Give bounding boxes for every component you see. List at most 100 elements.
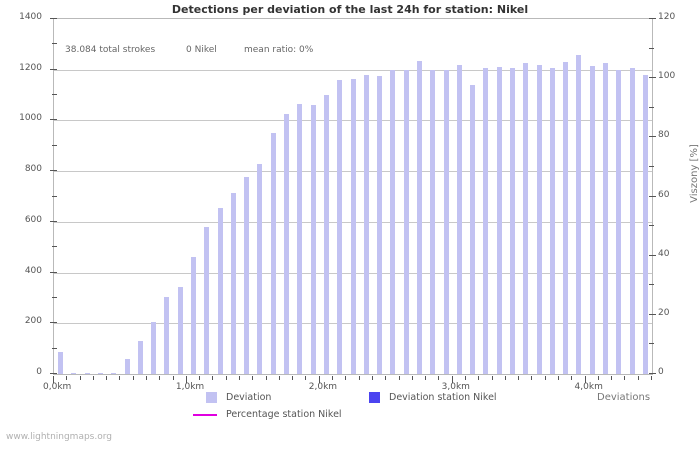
x-axis-minor-tick [92,376,94,380]
y2-axis-minor-tick [649,343,654,345]
x-axis-tick [584,376,586,383]
x-axis-minor-tick [504,376,506,380]
bar [416,60,422,374]
bar [456,64,462,374]
bar [58,352,64,374]
bar [151,322,157,374]
bar [509,68,515,374]
x-axis-minor-tick [531,376,533,380]
bar [177,286,183,374]
x-axis-minor-tick [491,376,493,380]
x-axis-minor-tick [651,376,652,380]
legend-item-deviation[interactable]: Deviation [206,392,271,403]
x-axis-minor-tick [557,376,559,380]
y-axis-tick [50,170,57,172]
y-axis-tick [50,18,57,19]
bar [297,103,303,374]
x-axis-minor-tick [411,376,413,380]
y-axis-minor-tick [52,347,57,349]
x-axis-minor-tick [345,376,347,380]
legend-swatch-deviation [206,392,217,403]
plot-area: 38.084 total strokes 0 Nikel mean ratio:… [53,18,653,375]
bar [496,67,502,374]
y2-axis-tick-label: 100 [658,71,676,82]
bar [270,133,276,374]
bar [403,69,409,374]
x-axis-minor-tick [199,376,201,380]
bar [111,373,117,374]
y2-axis-minor-tick [649,225,654,227]
legend-label-percentage-station: Percentage station Nikel [226,409,342,420]
bar [443,69,449,374]
x-axis-tick-label: 3,0km [441,382,470,392]
y-axis-tick [50,220,57,222]
legend-item-deviation-station[interactable]: Deviation station Nikel [369,392,497,403]
y-axis-tick [50,119,57,121]
bar [204,226,210,374]
legend-label-deviation-station: Deviation station Nikel [389,392,497,403]
y2-axis-minor-tick [649,106,654,108]
x-axis-minor-tick [637,376,639,380]
gridline [54,69,652,71]
bar [563,62,569,374]
x-axis-minor-tick [358,376,360,380]
y-axis-minor-tick [52,43,57,45]
x-axis-tick-label: 4,0km [574,382,603,392]
x-axis-minor-tick [611,376,613,380]
x-axis-tick-label: 2,0km [308,382,338,392]
y-axis-tick [50,322,57,324]
bar [323,95,329,374]
y-axis-tick [50,271,57,273]
x-axis-minor-tick [159,376,161,380]
legend-line-percentage-station [193,413,217,416]
x-axis-minor-tick [146,376,148,380]
x-axis-minor-tick [212,376,214,380]
y-axis-minor-tick [52,195,57,197]
y2-axis-minor-tick [649,284,654,286]
bar [84,373,90,374]
x-axis-minor-tick [385,376,387,380]
x-axis-minor-tick [172,376,174,380]
y-axis-tick-label: 1200 [19,62,42,73]
y2-axis-tick [649,373,656,374]
y-axis-tick-label: 400 [24,265,42,276]
x-axis-minor-tick [239,376,241,380]
y2-axis-tick-label: 0 [658,367,664,377]
x-axis-label: Deviations [597,392,651,403]
y2-axis-minor-tick [649,165,654,167]
bar [642,74,648,374]
bar [390,69,396,374]
legend-swatch-deviation-station [369,392,380,403]
y2-axis-tick-label: 20 [658,307,670,318]
bar [350,78,356,374]
bar [230,192,236,374]
bar [363,74,369,374]
x-axis-tick [185,376,187,383]
y-axis-minor-tick [52,94,57,96]
bar [536,64,542,374]
bar [217,207,223,374]
x-axis-tick [318,376,320,383]
bar [602,63,608,374]
y-axis-tick [50,373,57,374]
y2-axis-tick-label: 80 [658,130,670,141]
footer-watermark: www.lightningmaps.org [6,432,112,442]
x-axis-tick [451,376,453,383]
x-axis-tick-label: 0,0km [43,382,72,392]
bar [483,68,489,374]
y-axis-tick-label: 600 [24,214,42,225]
x-axis-minor-tick [66,376,68,380]
x-axis-minor-tick [265,376,267,380]
bar-series [54,19,652,374]
x-axis-minor-tick [597,376,599,380]
y-axis-minor-tick [52,144,57,146]
bar [549,68,555,374]
y-axis-minor-tick [52,296,57,298]
x-axis-minor-tick [332,376,334,380]
chart-legend: Deviation Deviation station Nikel Percen… [0,392,700,432]
bar [310,105,316,374]
bar [576,54,582,374]
legend-item-percentage-station[interactable]: Percentage station Nikel [193,409,342,420]
x-axis-tick [53,376,54,383]
